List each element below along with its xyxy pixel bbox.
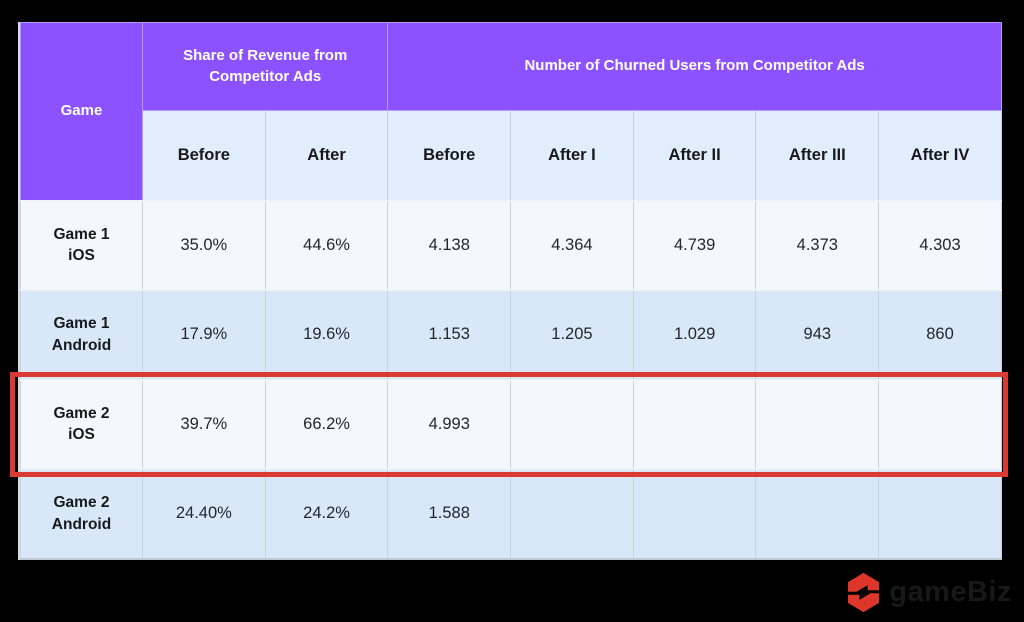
cell-value: 4.303 — [878, 199, 1002, 291]
table-sub-header-row: Before After Before After I After II Aft… — [21, 110, 1002, 201]
cell-value: 1.588 — [387, 468, 512, 560]
row-label: Game 2 iOS — [20, 378, 143, 470]
cell-value — [878, 378, 1002, 470]
cell-value: 1.029 — [632, 289, 757, 380]
cell-value: 4.993 — [387, 378, 512, 470]
subheader-churn-before: Before — [387, 110, 512, 201]
table-row-game2-ios: Game 2 iOS 39.7% 66.2% 4.993 — [20, 378, 1002, 470]
data-table: Game Share of Revenue from Competitor Ad… — [20, 22, 1002, 560]
row-label: Game 1 iOS — [20, 199, 143, 291]
cell-value: 4.364 — [510, 199, 634, 291]
table-row-game1-android: Game 1 Android 17.9% 19.6% 1.153 1.205 1… — [20, 289, 1002, 380]
row-label: Game 1 Android — [20, 289, 143, 380]
cell-value: 44.6% — [264, 199, 389, 291]
cell-value: 4.739 — [632, 199, 757, 291]
cell-value: 24.40% — [142, 468, 266, 560]
table-row-game2-android: Game 2 Android 24.40% 24.2% 1.588 — [20, 468, 1002, 560]
platform-name: iOS — [68, 247, 95, 265]
header-share-of-revenue: Share of Revenue from Competitor Ads — [141, 22, 389, 111]
subheader-churn-after-4: After IV — [878, 110, 1002, 201]
cell-value — [878, 468, 1002, 560]
platform-name: iOS — [68, 426, 95, 444]
platform-name: Android — [51, 336, 112, 354]
cell-value: 24.2% — [264, 468, 389, 560]
cell-value — [510, 468, 634, 560]
subheader-churn-after-3: After III — [755, 110, 880, 201]
game-name: Game 2 — [53, 404, 110, 422]
cell-value: 4.138 — [387, 199, 512, 291]
table-span-header-row: Game Share of Revenue from Competitor Ad… — [20, 22, 1002, 201]
game-name: Game 1 — [53, 315, 110, 333]
subheader-revenue-after: After — [264, 110, 389, 201]
cell-value — [632, 378, 757, 470]
cell-value — [755, 378, 880, 470]
cell-value: 1.205 — [510, 289, 634, 380]
subheader-revenue-before: Before — [142, 110, 266, 201]
row-label: Game 2 Android — [20, 468, 143, 560]
cell-value: 17.9% — [142, 289, 266, 380]
gamebiz-logo: gameBiz — [845, 571, 1012, 614]
cell-value: 1.153 — [387, 289, 512, 380]
cell-value: 943 — [755, 289, 880, 380]
game-name: Game 1 — [53, 225, 110, 243]
competitor-ads-table: Game Share of Revenue from Competitor Ad… — [18, 22, 1002, 560]
cell-value: 860 — [878, 289, 1002, 380]
game-name: Game 2 — [53, 494, 110, 512]
cell-value — [632, 468, 757, 560]
cell-value: 66.2% — [264, 378, 389, 470]
cell-value: 39.7% — [142, 378, 266, 470]
platform-name: Android — [51, 515, 112, 533]
cell-value: 35.0% — [142, 199, 266, 291]
cell-value — [510, 378, 634, 470]
gamebiz-logo-text: gameBiz — [889, 576, 1012, 608]
gamebiz-hexagon-icon — [848, 572, 880, 613]
table-row-game1-ios: Game 1 iOS 35.0% 44.6% 4.138 4.364 4.739… — [20, 199, 1002, 291]
header-game: Game — [20, 22, 143, 201]
cell-value: 4.373 — [755, 199, 880, 291]
cell-value: 19.6% — [264, 289, 389, 380]
cell-value — [755, 468, 880, 560]
subheader-churn-after-2: After II — [632, 110, 757, 201]
subheader-churn-after-1: After I — [510, 110, 634, 201]
header-churned-users: Number of Churned Users from Competitor … — [387, 22, 1002, 111]
